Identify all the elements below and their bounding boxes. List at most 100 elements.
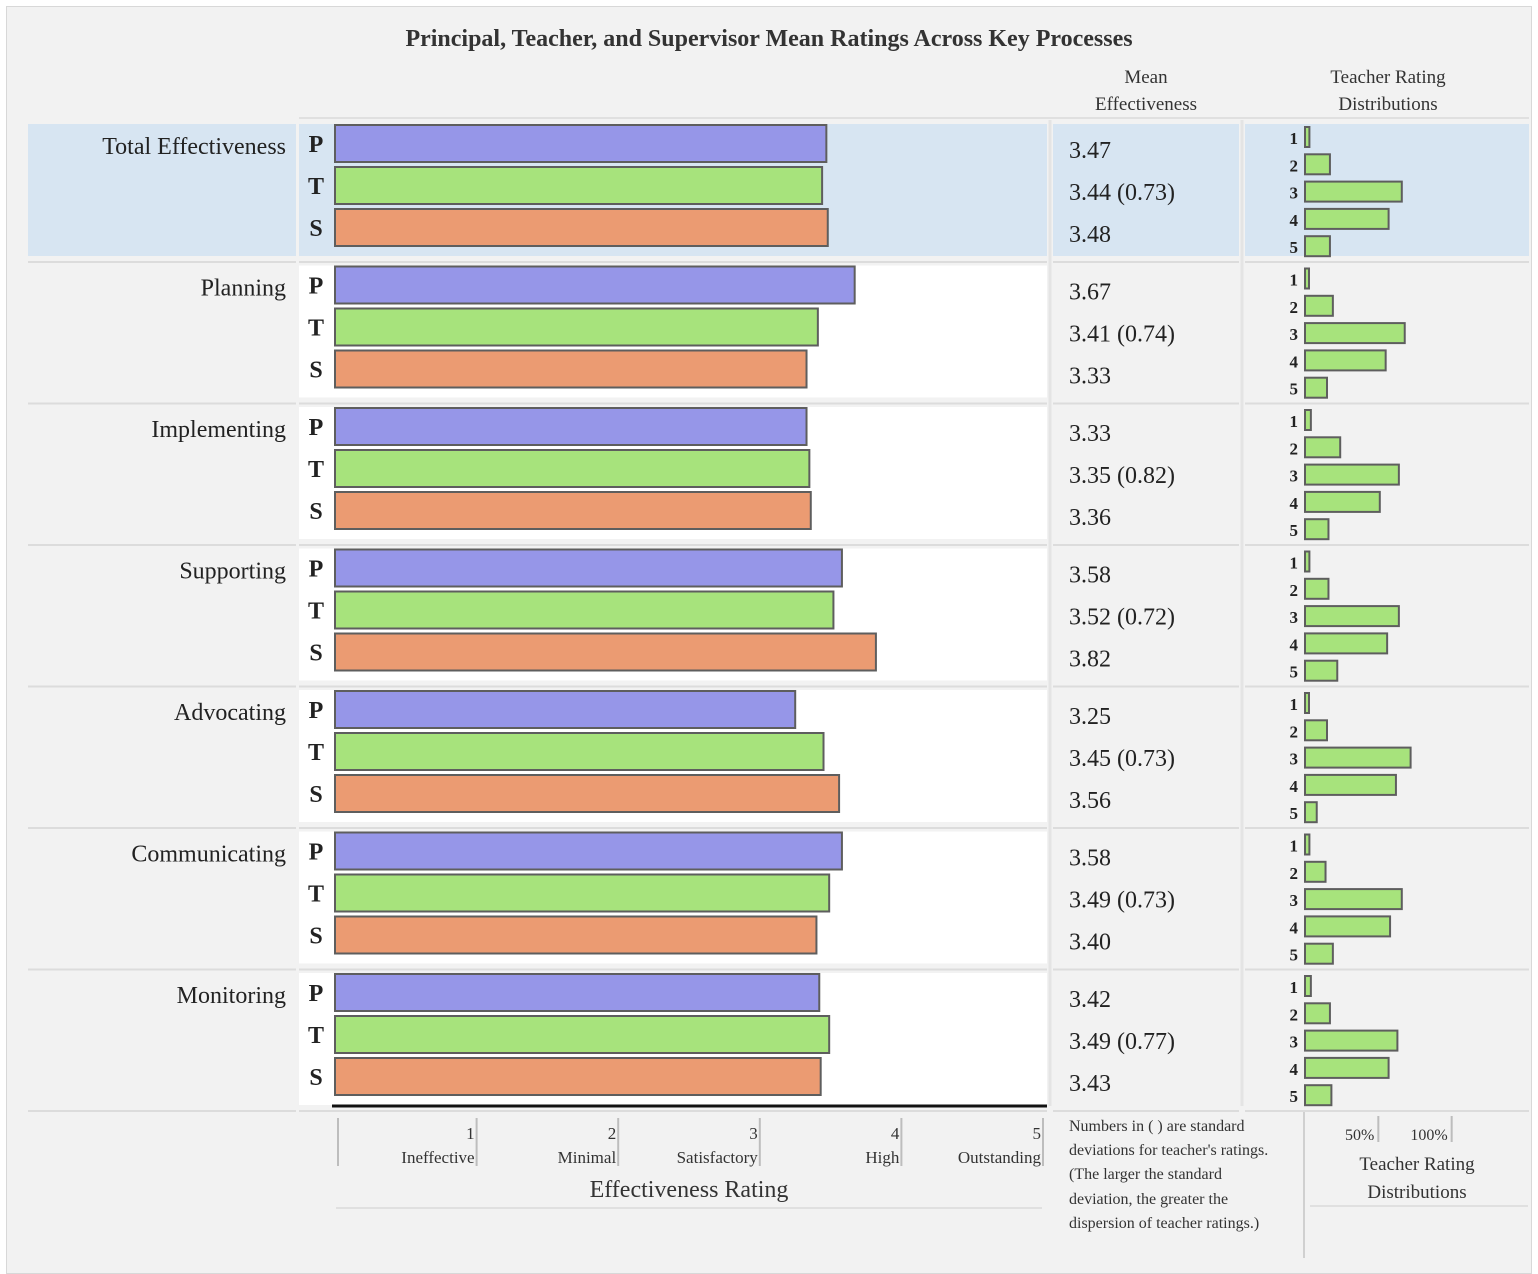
distribution-bar-implementing-2 <box>1304 436 1342 459</box>
distribution-category-label: 5 <box>1290 1087 1299 1106</box>
distribution-category-label: 5 <box>1290 380 1299 399</box>
distribution-bar-total-effectiveness-5 <box>1304 235 1331 258</box>
mean-value-supporting-S: 3.82 <box>1069 647 1111 673</box>
distribution-category-label: 5 <box>1290 521 1299 540</box>
distribution-bar-monitoring-3 <box>1304 1029 1399 1052</box>
distribution-bar-monitoring-1 <box>1304 975 1312 997</box>
x-tick-sublabel-4: High <box>865 1148 900 1167</box>
distribution-category-label: 3 <box>1290 325 1299 344</box>
distribution-axis-label-line2: Distributions <box>1367 1182 1467 1203</box>
distribution-bar-implementing-3 <box>1304 463 1400 486</box>
distribution-category-label: 1 <box>1290 837 1299 856</box>
group-label-panel <box>28 548 296 681</box>
distribution-bar-implementing-5 <box>1304 518 1330 541</box>
mean-panel <box>1053 407 1239 539</box>
rater-label-P: P <box>309 415 324 441</box>
group-label-panel <box>28 831 296 964</box>
distribution-bar-communicating-2 <box>1304 860 1327 883</box>
distribution-category-label: 4 <box>1290 352 1299 371</box>
x-tick-label-3: 3 <box>749 1124 758 1143</box>
rater-label-S: S <box>309 499 322 525</box>
distribution-bar-monitoring-5 <box>1304 1084 1333 1107</box>
bar-planning-T <box>334 307 819 347</box>
distribution-category-label: 3 <box>1290 1033 1299 1052</box>
distribution-bar-advocating-3 <box>1304 746 1412 769</box>
bar-planning-P <box>334 265 856 305</box>
mean-value-monitoring-P: 3.42 <box>1069 987 1111 1013</box>
group-label-monitoring: Monitoring <box>177 983 286 1009</box>
distribution-category-label: 5 <box>1290 663 1299 682</box>
bar-monitoring-T <box>334 1015 831 1054</box>
distribution-bar-communicating-5 <box>1304 942 1334 965</box>
mean-panel <box>1053 973 1239 1105</box>
distribution-bar-total-effectiveness-3 <box>1304 180 1403 203</box>
distribution-bar-monitoring-2 <box>1304 1002 1331 1025</box>
distribution-category-label: 2 <box>1290 156 1299 175</box>
bar-supporting-P <box>334 548 843 588</box>
distribution-category-label: 1 <box>1290 271 1299 290</box>
rater-label-P: P <box>309 274 324 300</box>
x-tick-label-1: 1 <box>466 1124 475 1143</box>
distribution-category-label: 5 <box>1290 804 1299 823</box>
bar-total-effectiveness-T <box>334 166 824 205</box>
mean-value-planning-P: 3.67 <box>1069 280 1111 306</box>
distribution-category-label: 4 <box>1290 918 1299 937</box>
x-tick-sublabel-3: Satisfactory <box>677 1148 759 1167</box>
mean-value-implementing-S: 3.36 <box>1069 505 1111 531</box>
mean-value-implementing-P: 3.33 <box>1069 421 1111 447</box>
bar-implementing-S <box>334 491 812 530</box>
distribution-bar-implementing-4 <box>1304 490 1381 513</box>
rater-label-T: T <box>308 882 324 908</box>
chart-title: Principal, Teacher, and Supervisor Mean … <box>405 26 1133 52</box>
distribution-category-label: 3 <box>1290 184 1299 203</box>
mean-value-advocating-P: 3.25 <box>1069 704 1111 730</box>
distribution-bar-communicating-1 <box>1304 833 1311 856</box>
distribution-bar-monitoring-4 <box>1304 1056 1390 1079</box>
distribution-category-label: 2 <box>1290 1005 1299 1024</box>
mean-value-monitoring-S: 3.43 <box>1069 1071 1111 1097</box>
bar-communicating-S <box>334 915 818 955</box>
rater-label-S: S <box>309 641 322 667</box>
bar-monitoring-S <box>334 1057 822 1096</box>
rater-label-T: T <box>308 316 324 342</box>
mean-panel <box>1053 265 1239 398</box>
distribution-bar-implementing-1 <box>1304 409 1312 431</box>
mean-header-line2: Effectiveness <box>1095 94 1197 115</box>
group-label-panel <box>28 265 296 398</box>
distribution-category-label: 2 <box>1290 581 1299 600</box>
mean-value-supporting-T: 3.52 (0.72) <box>1069 605 1175 631</box>
mean-value-supporting-P: 3.58 <box>1069 563 1111 589</box>
rater-label-S: S <box>309 216 322 242</box>
mean-value-total-effectiveness-S: 3.48 <box>1069 222 1111 248</box>
standard-deviation-note: Numbers in ( ) are standard deviations f… <box>1069 1118 1269 1232</box>
x-tick-sublabel-1: Ineffective <box>401 1148 474 1167</box>
group-label-total-effectiveness: Total Effectiveness <box>102 134 286 160</box>
mean-value-communicating-T: 3.49 (0.73) <box>1069 888 1175 914</box>
group-label-advocating: Advocating <box>174 700 286 726</box>
group-label-communicating: Communicating <box>131 842 286 868</box>
distribution-bar-total-effectiveness-4 <box>1304 207 1390 230</box>
bar-implementing-P <box>334 407 808 446</box>
distribution-bar-supporting-3 <box>1304 605 1400 628</box>
rater-label-T: T <box>308 740 324 766</box>
bar-advocating-S <box>334 774 841 813</box>
distribution-bar-supporting-1 <box>1304 550 1311 573</box>
rater-label-P: P <box>309 132 324 158</box>
group-label-supporting: Supporting <box>179 559 286 585</box>
bar-advocating-P <box>334 690 797 729</box>
x-axis-label: Effectiveness Rating <box>589 1177 789 1203</box>
bar-supporting-T <box>334 590 835 630</box>
mean-panel <box>1053 690 1239 822</box>
bar-supporting-S <box>334 632 877 672</box>
distribution-bar-total-effectiveness-2 <box>1304 153 1331 176</box>
group-label-planning: Planning <box>201 276 286 302</box>
distribution-category-label: 2 <box>1290 722 1299 741</box>
distribution-bar-planning-2 <box>1304 294 1334 317</box>
distribution-category-label: 1 <box>1290 129 1299 148</box>
rater-label-S: S <box>309 358 322 384</box>
distribution-category-label: 5 <box>1290 946 1299 965</box>
distribution-bar-advocating-5 <box>1304 801 1318 824</box>
distribution-category-label: 4 <box>1290 1060 1299 1079</box>
mean-value-implementing-T: 3.35 (0.82) <box>1069 463 1175 489</box>
